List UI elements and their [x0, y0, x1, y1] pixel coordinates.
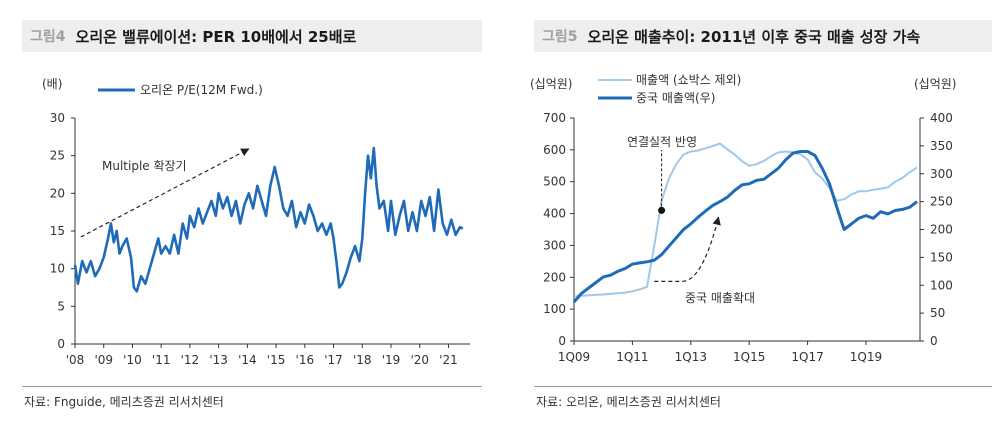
consolidation-marker-dot — [658, 206, 666, 214]
figure-4-source: 자료: Fnguide, 메리츠증권 리서치센터 — [24, 395, 224, 409]
y-tick-label: 5 — [57, 299, 65, 313]
right-tick-label: 350 — [930, 139, 953, 153]
figure-5-title: 오리온 매출추이: 2011년 이후 중국 매출 성장 가속 — [587, 27, 921, 46]
y-tick-label: 30 — [50, 111, 65, 125]
left-tick-label: 500 — [543, 175, 566, 189]
legend-label-china-sales: 중국 매출액(우) — [636, 91, 715, 105]
left-tick-label: 100 — [543, 302, 566, 316]
left-axis-unit: (십억원) — [530, 77, 572, 91]
x-tick-label: '20 — [410, 353, 429, 367]
x-tick-label: '21 — [439, 353, 458, 367]
figure-5-title-bar: 그림5 오리온 매출추이: 2011년 이후 중국 매출 성장 가속 — [534, 20, 992, 52]
x-tick-label: 1Q13 — [675, 350, 707, 364]
figure-4-title-bar: 그림4 오리온 밸류에이션: PER 10배에서 25배로 — [22, 20, 482, 52]
x-tick-label: '09 — [94, 353, 113, 367]
y-tick-label: 10 — [50, 262, 65, 276]
left-tick-label: 0 — [558, 334, 566, 348]
x-tick-label: '19 — [382, 353, 401, 367]
figure-5-number: 그림5 — [542, 29, 578, 45]
x-tick-label: '11 — [152, 353, 171, 367]
right-tick-label: 250 — [930, 195, 953, 209]
x-tick-label: '17 — [324, 353, 343, 367]
right-tick-label: 150 — [930, 250, 953, 264]
x-tick-label: 1Q15 — [733, 350, 765, 364]
left-tick-label: 400 — [543, 207, 566, 221]
figure-4-number: 그림4 — [30, 29, 66, 45]
legend-label-total-sales: 매출액 (쇼박스 제외) — [636, 73, 741, 87]
china-expansion-arrow — [654, 216, 721, 282]
y-tick-label: 0 — [57, 337, 65, 351]
pe-ratio-chart: (배) 0 5 10 15 20 25 30 '08 '09 '10 '11 '12 '13 '14 '15 '… — [42, 77, 470, 367]
x-tick-label: 1Q19 — [850, 350, 882, 364]
series-line-china-sales — [572, 150, 919, 303]
left-tick-label: 700 — [543, 111, 566, 125]
figure-5-source-divider — [534, 386, 992, 387]
left-tick-label: 300 — [543, 238, 566, 252]
figure-4-title: 오리온 밸류에이션: PER 10배에서 25배로 — [75, 27, 357, 46]
legend-label-pe: 오리온 P/E(12M Fwd.) — [140, 83, 263, 97]
right-tick-label: 0 — [930, 334, 938, 348]
right-tick-label: 300 — [930, 167, 953, 181]
multiple-expansion-arrow — [80, 148, 250, 238]
x-tick-label: '12 — [181, 353, 200, 367]
sales-trend-chart: (십억원) (십억원) 0 100 200 300 400 500 600 700 0 50 100 15… — [530, 73, 956, 364]
left-tick-label: 200 — [543, 270, 566, 284]
y-tick-label: 25 — [50, 149, 65, 163]
multiple-expansion-label: Multiple 확장기 — [102, 159, 187, 173]
china-expansion-label: 중국 매출확대 — [685, 291, 755, 305]
series-line-total-sales — [573, 142, 918, 298]
right-tick-label: 200 — [930, 223, 953, 237]
x-tick-label: '13 — [209, 353, 228, 367]
right-tick-label: 100 — [930, 278, 953, 292]
figure-5-panel: 그림5 오리온 매출추이: 2011년 이후 중국 매출 성장 가속 (십억원)… — [512, 0, 1000, 424]
y-tick-label: 15 — [50, 224, 65, 238]
x-tick-label: '16 — [296, 353, 315, 367]
figure-4-source-divider — [22, 386, 482, 387]
x-tick-label: 1Q11 — [616, 350, 648, 364]
x-tick-label: '10 — [123, 353, 142, 367]
series-line-pe — [73, 146, 464, 293]
x-tick-label: 1Q17 — [791, 350, 823, 364]
x-tick-label: '14 — [238, 353, 257, 367]
y-tick-label: 20 — [50, 186, 65, 200]
x-tick-label: '18 — [353, 353, 372, 367]
right-tick-label: 50 — [930, 306, 945, 320]
left-tick-label: 600 — [543, 143, 566, 157]
y-axis-unit: (배) — [42, 77, 62, 91]
consolidation-label: 연결실적 반영 — [627, 135, 697, 149]
right-axis-unit: (십억원) — [914, 77, 956, 91]
figure-5-source: 자료: 오리온, 메리츠증권 리서치센터 — [536, 395, 721, 409]
right-tick-label: 400 — [930, 111, 953, 125]
x-tick-label: '15 — [267, 353, 286, 367]
x-tick-label: 1Q09 — [558, 350, 590, 364]
x-tick-label: '08 — [66, 353, 85, 367]
figure-4-panel: 그림4 오리온 밸류에이션: PER 10배에서 25배로 (배) 0 5 10 15 2… — [0, 0, 490, 424]
